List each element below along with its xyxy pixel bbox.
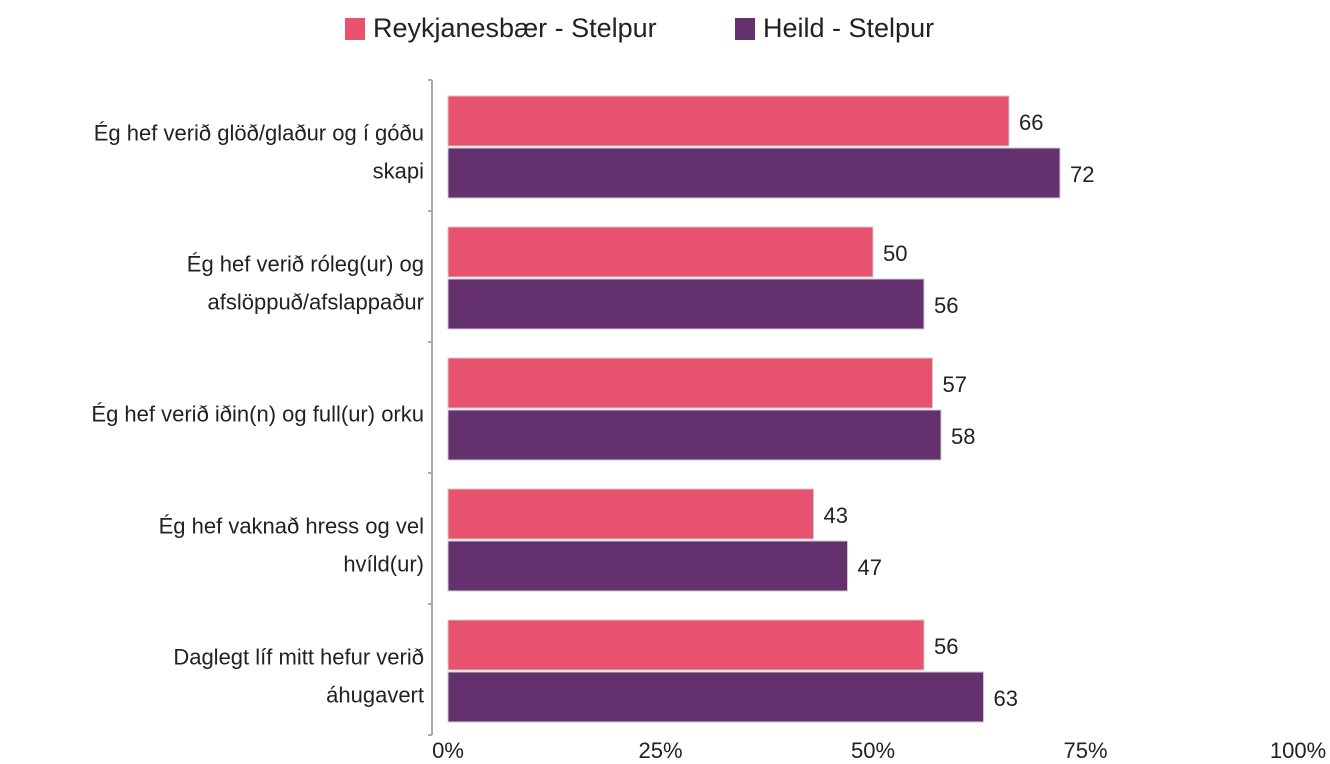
y-tick-label: hvíld(ur) bbox=[343, 551, 424, 576]
bar bbox=[447, 278, 925, 330]
y-tick-label: skapi bbox=[373, 158, 424, 183]
value-label: 47 bbox=[858, 555, 882, 580]
x-tick-label: 75% bbox=[1063, 738, 1107, 763]
value-label: 58 bbox=[951, 424, 975, 449]
value-label: 43 bbox=[824, 503, 848, 528]
legend-swatch bbox=[345, 18, 365, 40]
value-label: 50 bbox=[883, 241, 907, 266]
bar bbox=[447, 226, 874, 278]
y-tick-label: Ég hef verið glöð/glaður og í góðu bbox=[94, 120, 424, 145]
bar bbox=[447, 671, 984, 723]
x-tick-label: 100% bbox=[1270, 738, 1326, 763]
y-tick-label: Daglegt líf mitt hefur verið bbox=[173, 644, 424, 669]
bar bbox=[447, 488, 814, 540]
value-label: 56 bbox=[934, 293, 958, 318]
value-label: 56 bbox=[934, 634, 958, 659]
value-label: 63 bbox=[994, 686, 1018, 711]
y-tick-label: áhugavert bbox=[326, 682, 424, 707]
bar bbox=[447, 409, 942, 461]
y-tick-label: Ég hef vaknað hress og vel bbox=[159, 513, 424, 538]
bar bbox=[447, 357, 933, 409]
value-label: 72 bbox=[1070, 162, 1094, 187]
legend-swatch bbox=[735, 18, 755, 40]
bar bbox=[447, 619, 925, 671]
value-label: 66 bbox=[1019, 110, 1043, 135]
bar bbox=[447, 147, 1061, 199]
bar bbox=[447, 540, 848, 592]
x-tick-label: 0% bbox=[432, 738, 464, 763]
legend-label: Reykjanesbær - Stelpur bbox=[373, 13, 657, 43]
y-tick-label: afslöppuð/afslappaður bbox=[208, 289, 425, 314]
value-label: 57 bbox=[943, 372, 967, 397]
bar bbox=[447, 95, 1010, 147]
legend-label: Heild - Stelpur bbox=[763, 13, 934, 43]
x-tick-label: 50% bbox=[851, 738, 895, 763]
y-tick-label: Ég hef verið róleg(ur) og bbox=[187, 251, 424, 276]
x-tick-label: 25% bbox=[638, 738, 682, 763]
y-tick-label: Ég hef verið iðin(n) og full(ur) orku bbox=[91, 401, 424, 426]
